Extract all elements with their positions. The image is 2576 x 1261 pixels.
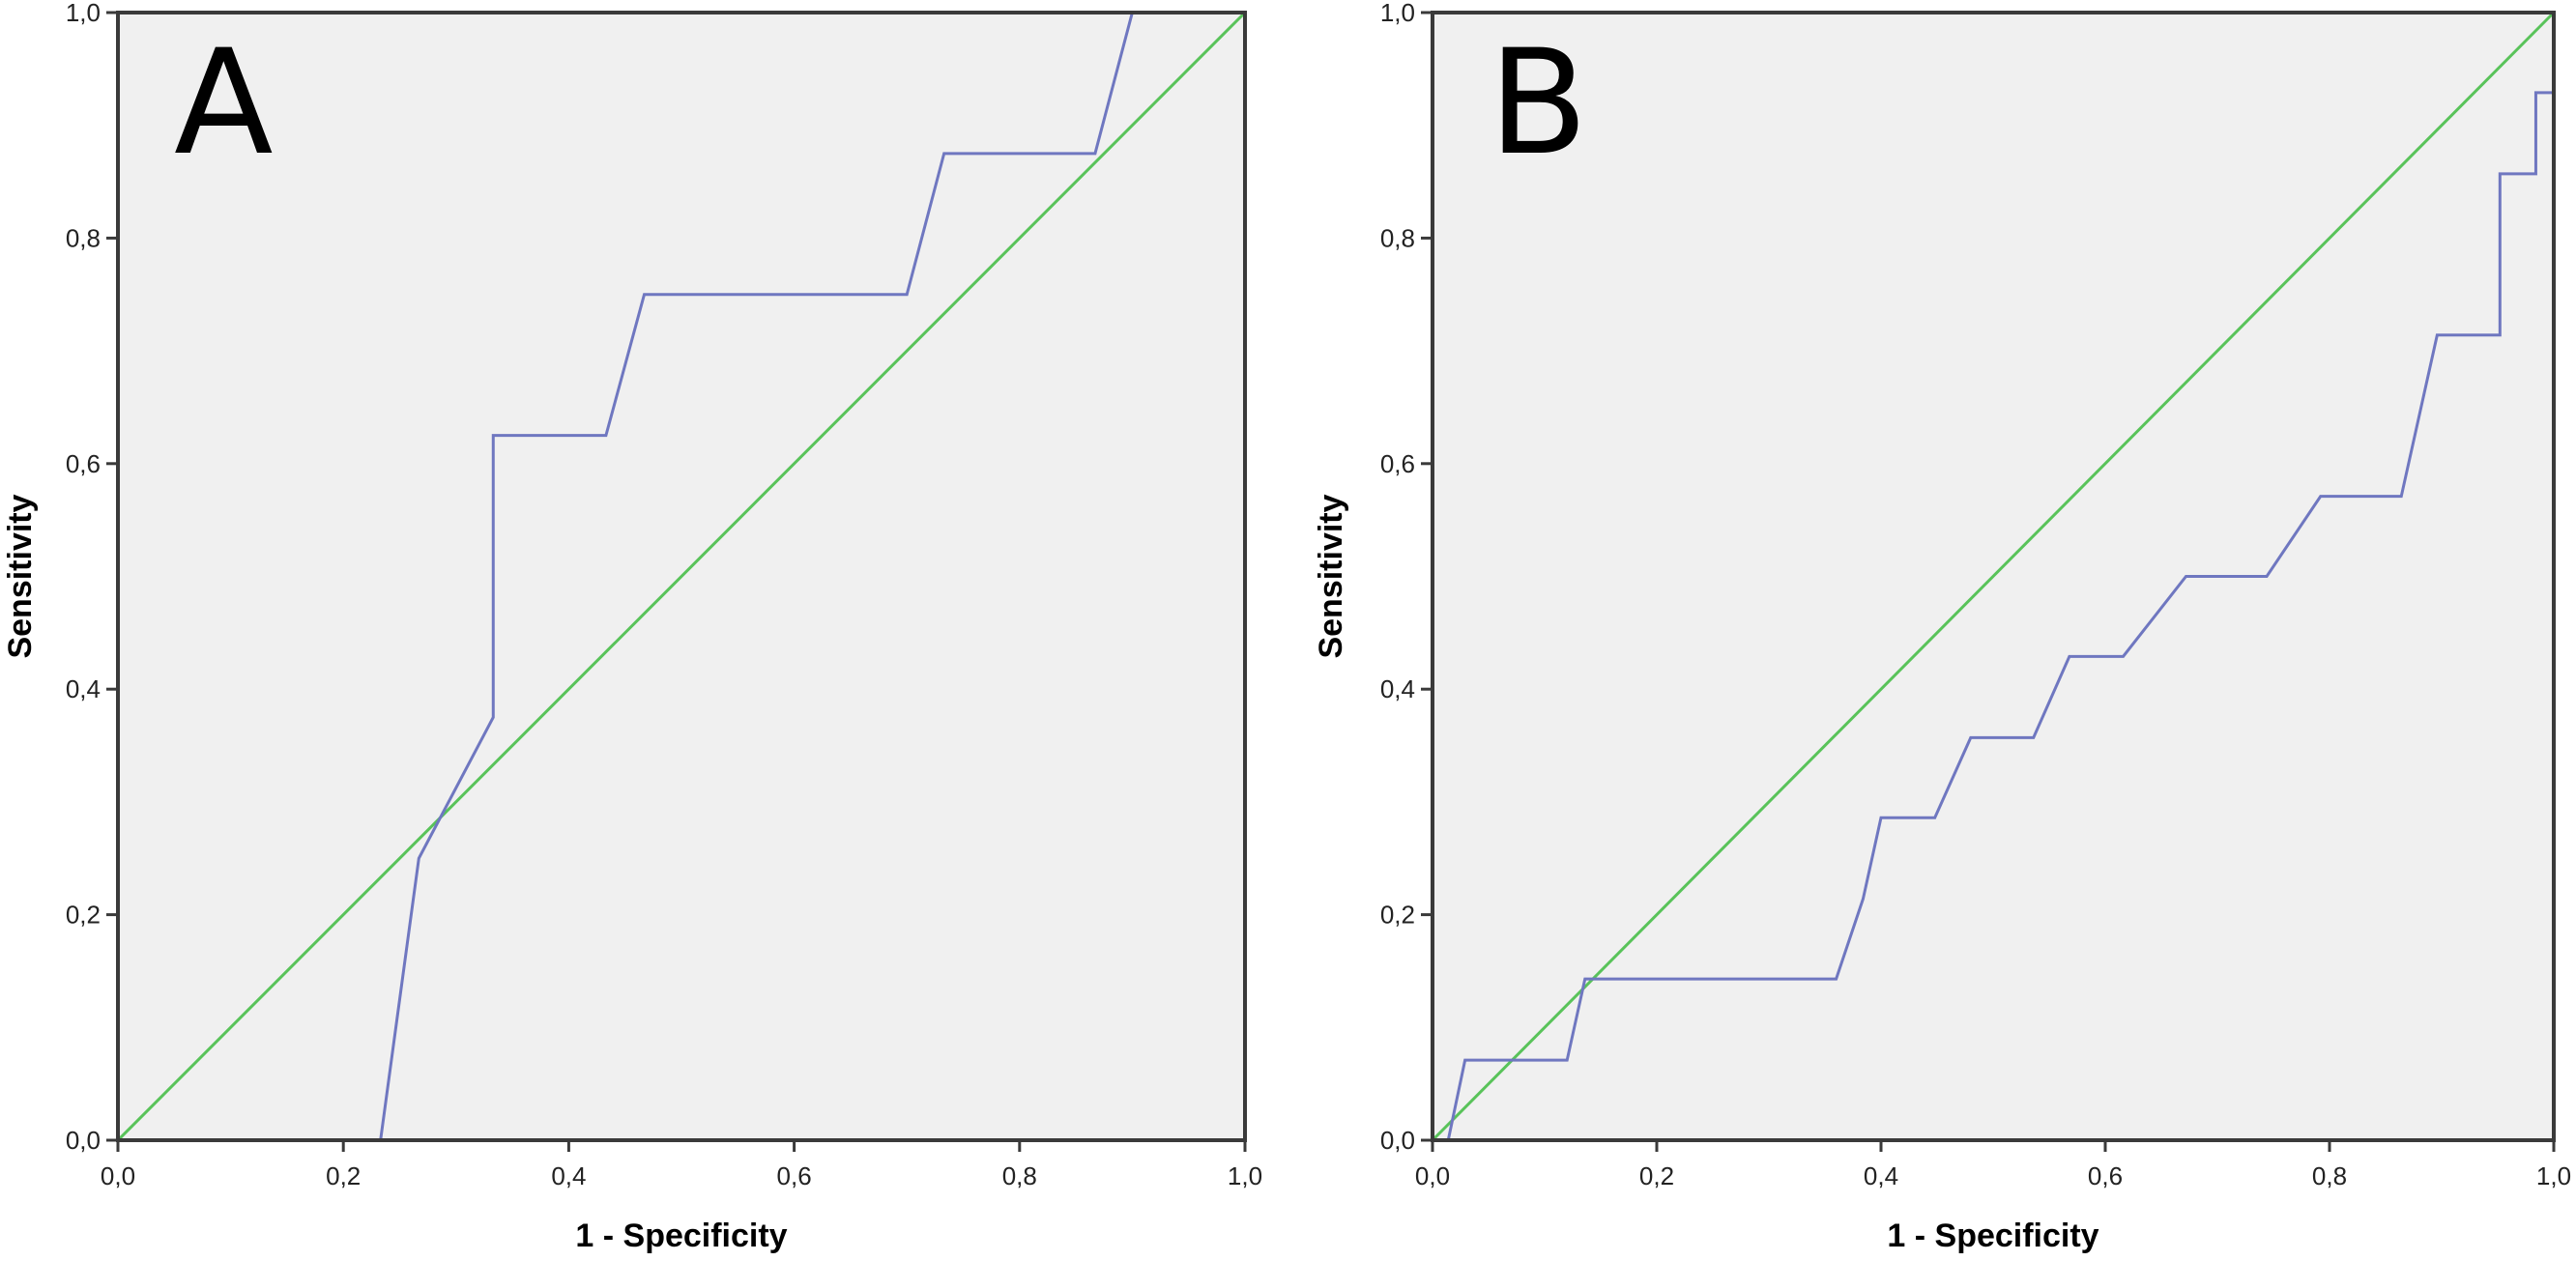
roc-chart-a: 0,0 0,2 0,4 0,6 0,8 1,0 0,0 0,2 0,4 0,6 0,8 1,0 1 - …	[2, 0, 1262, 1254]
x-axis-title: 1 - Specificity	[1887, 1218, 2098, 1254]
y-tick-label: 0,6	[1380, 449, 1415, 478]
y-tick-label: 0,0	[1380, 1126, 1415, 1155]
y-tick-label: 0,2	[1380, 901, 1415, 930]
x-tick-label: 0,2	[326, 1161, 361, 1190]
y-tick-label: 0,2	[66, 901, 101, 930]
x-tick-label: 0,6	[2088, 1161, 2123, 1190]
reference-line	[116, 11, 1247, 1142]
x-axis-title: 1 - Specificity	[575, 1218, 787, 1254]
x-tick-label: 0,8	[2312, 1161, 2347, 1190]
y-tick-label: 0,8	[66, 223, 101, 252]
chart-svg: 0,0 0,2 0,4 0,6 0,8 1,0 0,0 0,2 0,4 0,6 0,8 1,0 1 - …	[2, 0, 1262, 1254]
panel-label: B	[1489, 19, 1588, 187]
x-tick-label: 0,6	[777, 1161, 812, 1190]
x-tick-label: 0,0	[1415, 1161, 1450, 1190]
roc-curve	[1433, 91, 2554, 1142]
y-tick-label: 1,0	[66, 0, 101, 27]
roc-curve	[379, 11, 1245, 1141]
y-tick-label: 0,4	[1380, 674, 1415, 703]
y-tick-label: 0,4	[66, 674, 101, 703]
y-tick-label: 0,8	[1380, 223, 1415, 252]
x-tick-label: 0,4	[1864, 1161, 1898, 1190]
y-axis-title: Sensitivity	[2, 494, 39, 658]
x-tick-label: 0,0	[101, 1161, 135, 1190]
x-tick-label: 0,4	[551, 1161, 586, 1190]
plot-frame	[1431, 11, 2556, 1142]
y-tick-label: 1,0	[1380, 0, 1415, 27]
y-axis-title: Sensitivity	[1313, 494, 1349, 658]
y-tick-label: 0,0	[66, 1126, 101, 1155]
x-tick-label: 1,0	[1228, 1161, 1262, 1190]
plot-frame	[116, 11, 1247, 1142]
chart-svg: 0,0 0,2 0,4 0,6 0,8 1,0 0,0 0,2 0,4 0,6 0,8 1,0 1 - …	[1313, 0, 2571, 1254]
x-tick-label: 0,8	[1002, 1161, 1037, 1190]
reference-line	[1431, 11, 2556, 1142]
x-tick-label: 0,2	[1639, 1161, 1674, 1190]
roc-chart-b: 0,0 0,2 0,4 0,6 0,8 1,0 0,0 0,2 0,4 0,6 0,8 1,0 1 - …	[1305, 0, 2576, 1261]
x-tick-label: 1,0	[2536, 1161, 2571, 1190]
y-tick-label: 0,6	[66, 449, 101, 478]
panel-label: A	[174, 19, 274, 187]
